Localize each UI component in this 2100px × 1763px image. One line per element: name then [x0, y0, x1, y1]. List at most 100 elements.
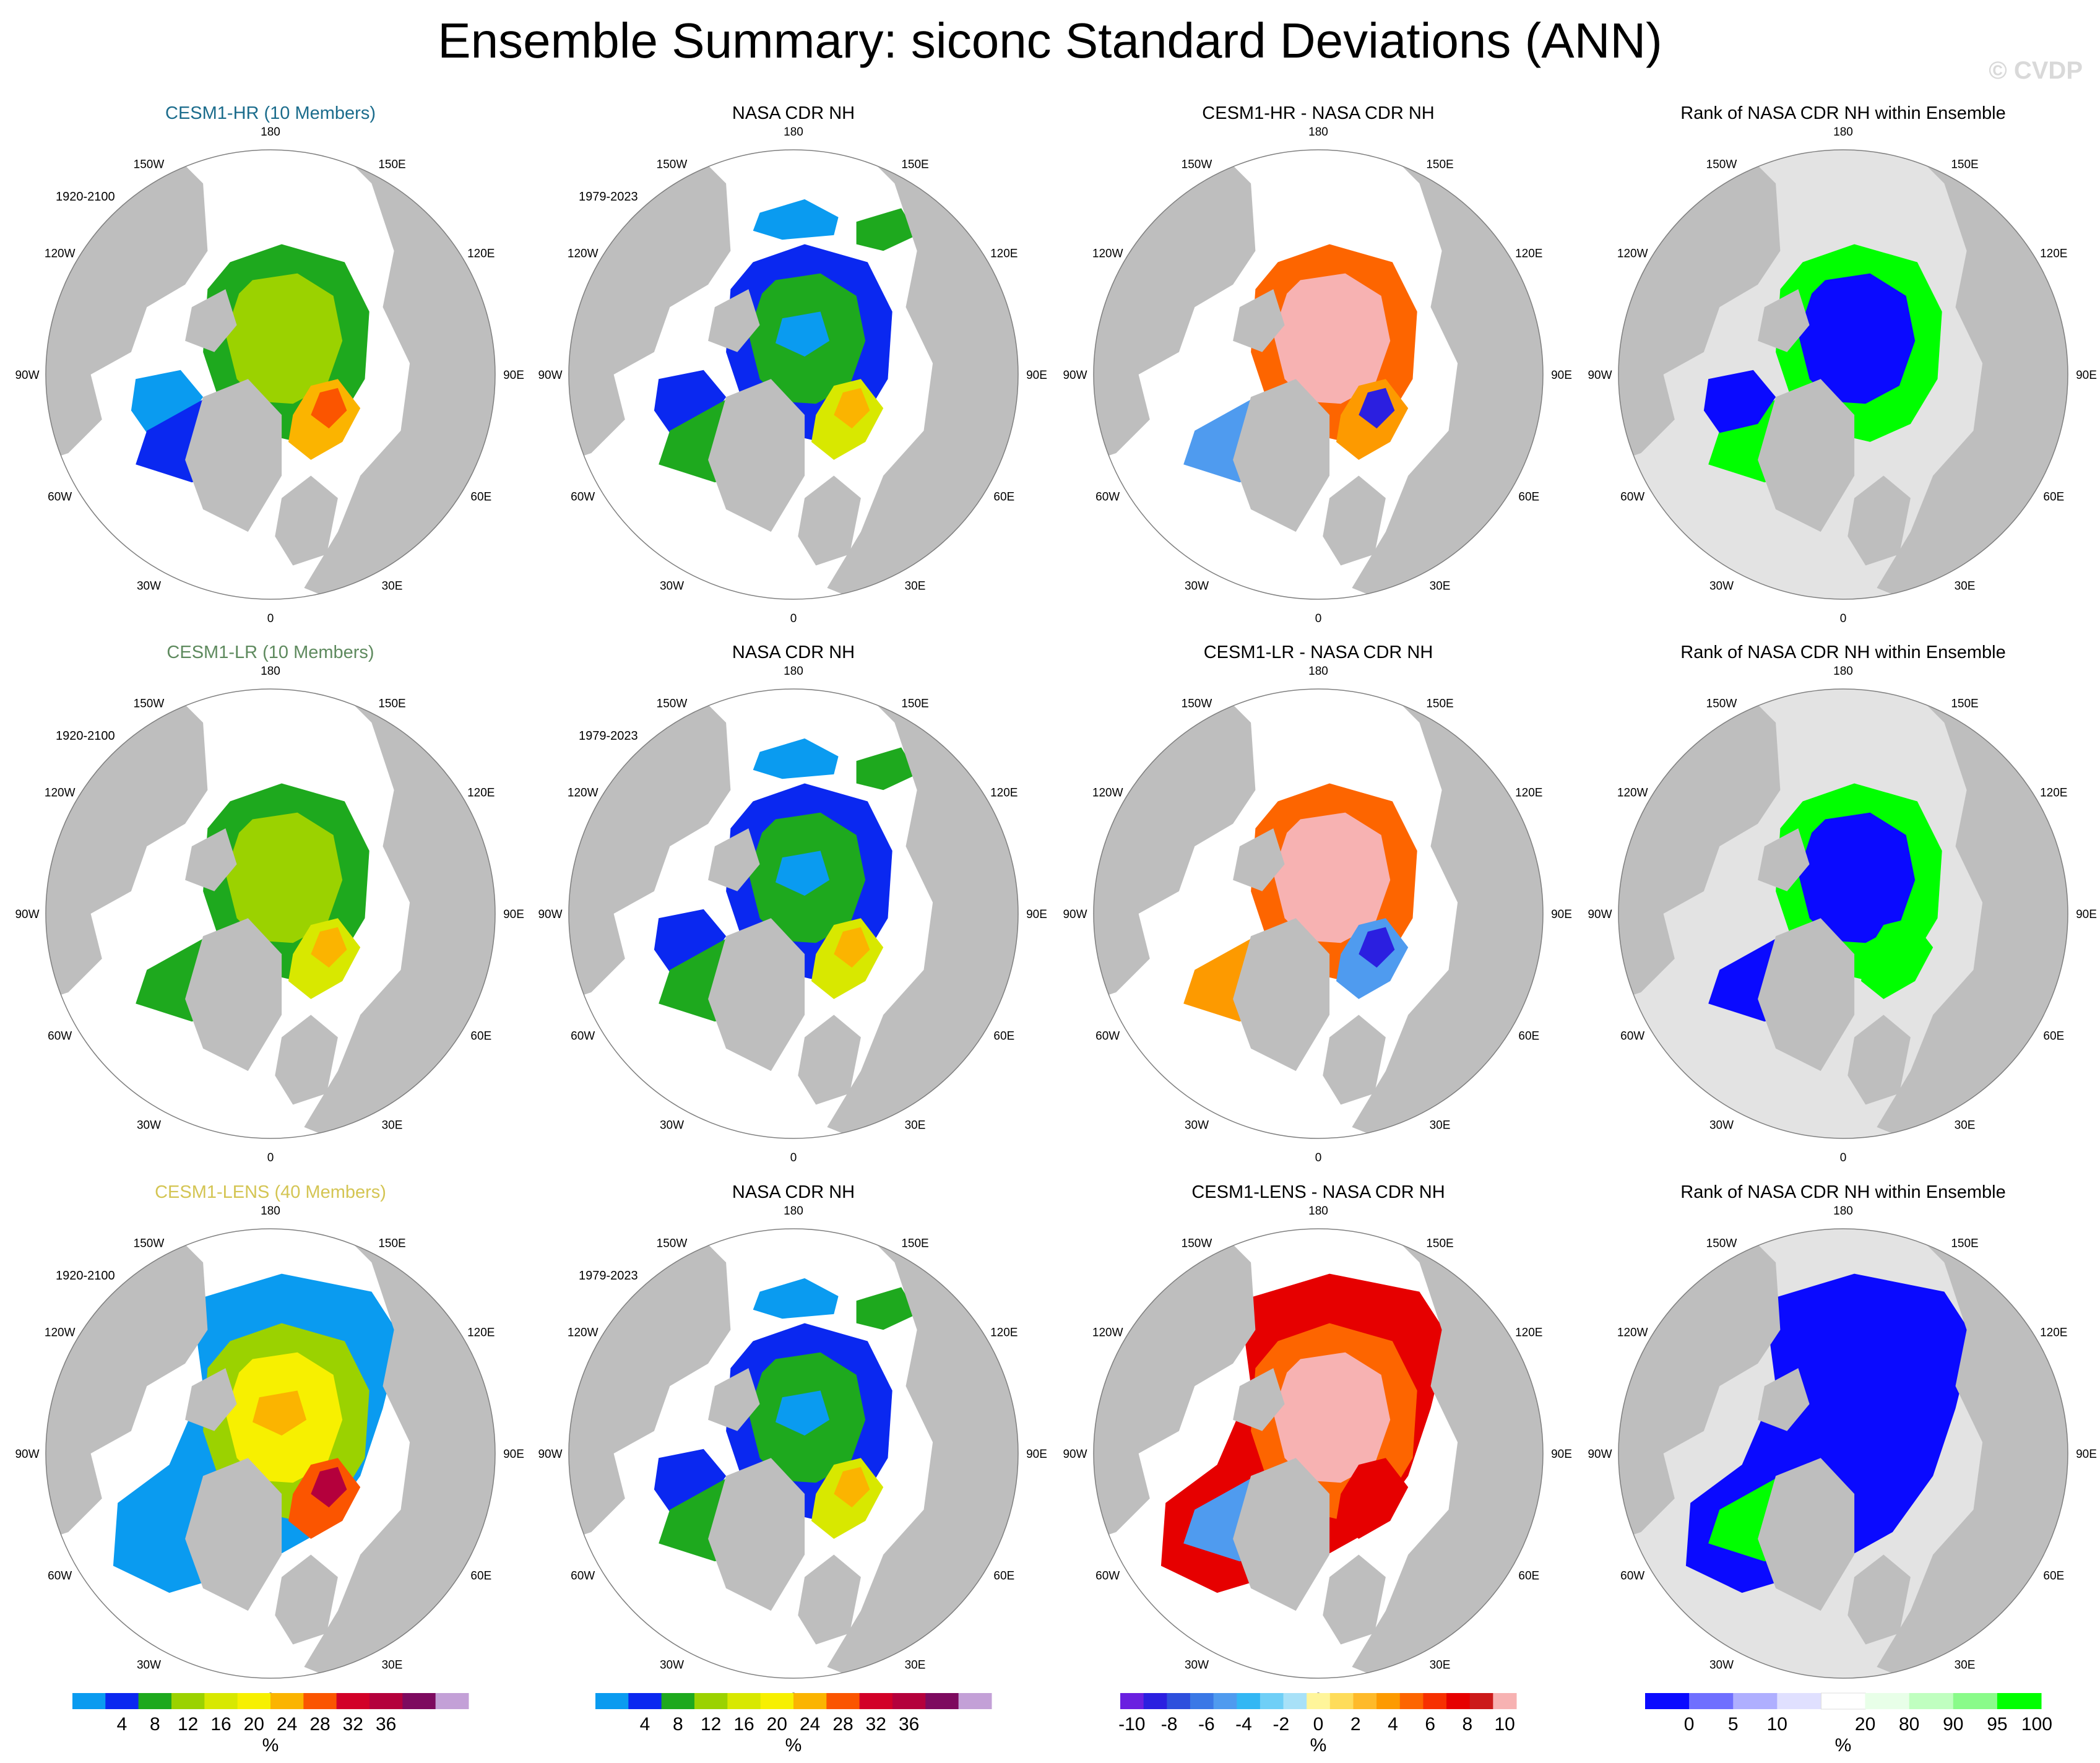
- longitude-label: 150W: [1182, 158, 1212, 171]
- colorbar-diff: -10 -8 -6 -4 -2 0 2 4 6 8 10%: [1118, 1693, 1517, 1756]
- longitude-label: 60E: [1518, 1570, 1539, 1583]
- longitude-label: 30E: [1955, 1658, 1976, 1671]
- colorbar-unit: %: [1310, 1735, 1327, 1756]
- longitude-label: 60E: [993, 1030, 1014, 1043]
- sea-ice-field-region: [1273, 812, 1391, 943]
- longitude-label: 180: [261, 1205, 280, 1218]
- colorbar-swatch: [1865, 1693, 1910, 1709]
- longitude-label: 60E: [993, 1570, 1014, 1583]
- panel-title: CESM1-LENS (40 Members): [155, 1182, 386, 1202]
- panel-title: NASA CDR NH: [732, 1182, 855, 1202]
- longitude-label: 90W: [15, 908, 39, 921]
- colorbar-tick-label: 32: [343, 1714, 363, 1735]
- colorbar-tick-label: 16: [733, 1714, 754, 1735]
- colorbar-tick-label: 20: [767, 1714, 787, 1735]
- polar-stereographic-map: 180150E120E90E60E30E030W60W90W120W150W19…: [538, 1205, 1047, 1704]
- panel-title: CESM1-HR (10 Members): [165, 103, 376, 123]
- longitude-label: 120W: [1617, 248, 1648, 261]
- longitude-label: 120E: [1515, 1327, 1542, 1340]
- sea-ice-field-region: [1798, 812, 1916, 943]
- sea-ice-field-region: [834, 1466, 870, 1508]
- longitude-label: 90E: [1026, 1448, 1047, 1461]
- longitude-label: 0: [1315, 612, 1322, 625]
- colorbar-swatch: [925, 1693, 959, 1709]
- longitude-label: 60E: [993, 491, 1014, 504]
- longitude-label: 60W: [1620, 1570, 1644, 1583]
- longitude-label: 180: [1308, 1205, 1328, 1218]
- longitude-label: 150W: [1706, 698, 1737, 711]
- colorbar-swatch: [138, 1693, 172, 1709]
- land-mass-eurasia: [304, 1229, 495, 1678]
- longitude-label: 120E: [990, 787, 1018, 800]
- longitude-label: 30W: [137, 1119, 161, 1132]
- land-mass-eurasia: [1352, 689, 1543, 1138]
- land-mass-scandinavia: [275, 1015, 338, 1105]
- longitude-label: 30E: [905, 1119, 926, 1132]
- colorbar-tick-label: 16: [210, 1714, 231, 1735]
- longitude-label: 180: [261, 665, 280, 678]
- sea-ice-field-region: [753, 1278, 839, 1319]
- sea-ice-field-region: [776, 311, 830, 357]
- longitude-label: 60W: [1095, 1030, 1120, 1043]
- colorbar-swatch: [958, 1693, 992, 1709]
- colorbar-tick-label: 36: [376, 1714, 396, 1735]
- sea-ice-field-region: [776, 1390, 830, 1436]
- longitude-label: 120E: [990, 1327, 1018, 1340]
- sea-ice-field-region: [753, 199, 839, 240]
- colorbar-swatch: [1376, 1693, 1401, 1709]
- longitude-label: 150E: [378, 158, 405, 171]
- colorbar-tick-label: 0: [1313, 1714, 1324, 1735]
- sea-ice-field-region: [1359, 927, 1395, 968]
- land-mass-scandinavia: [275, 1554, 338, 1645]
- longitude-label: 30E: [382, 1658, 403, 1671]
- panel-title: Rank of NASA CDR NH within Ensemble: [1680, 1182, 2006, 1202]
- longitude-label: 120W: [45, 1327, 76, 1340]
- land-mass-archipelago: [185, 1368, 237, 1431]
- longitude-label: 60E: [470, 491, 491, 504]
- land-mass-archipelago: [185, 289, 237, 352]
- longitude-label: 60E: [470, 1030, 491, 1043]
- longitude-label: 0: [267, 1151, 274, 1164]
- colorbar-swatch: [105, 1693, 139, 1709]
- longitude-label: 90W: [1063, 369, 1087, 382]
- longitude-label: 120W: [1617, 1327, 1648, 1340]
- land-mass-greenland: [185, 379, 282, 532]
- longitude-label: 60W: [1620, 1030, 1644, 1043]
- land-mass-archipelago: [708, 289, 760, 352]
- longitude-label: 150W: [657, 1237, 688, 1250]
- sea-ice-field-region: [856, 1287, 917, 1330]
- longitude-label: 60W: [1620, 491, 1644, 504]
- longitude-label: 0: [1840, 1151, 1847, 1164]
- longitude-label: 120W: [1092, 248, 1123, 261]
- longitude-label: 90W: [15, 369, 39, 382]
- land-mass-archipelago: [1758, 828, 1810, 891]
- land-mass-eurasia: [827, 689, 1018, 1138]
- colorbar-swatch: [694, 1693, 728, 1709]
- sea-ice-field-region: [856, 747, 917, 791]
- colorbar-tick-label: 100: [2021, 1714, 2052, 1735]
- colorbar-swatch: [171, 1693, 205, 1709]
- longitude-label: 180: [784, 665, 803, 678]
- longitude-label: 120W: [45, 248, 76, 261]
- sea-ice-field-region: [225, 812, 343, 943]
- longitude-label: 90W: [1063, 1448, 1087, 1461]
- sea-ice-field-region: [776, 851, 830, 896]
- colorbar-swatch: [1733, 1693, 1778, 1709]
- polar-stereographic-map: 180150E120E90E60E30E030W60W90W120W150W19…: [15, 665, 524, 1164]
- map-boundary-circle: [1618, 149, 2068, 600]
- sea-ice-field-region: [1273, 1352, 1391, 1483]
- map-boundary-circle: [1618, 688, 2068, 1139]
- longitude-label: 120W: [568, 248, 598, 261]
- longitude-label: 60E: [1518, 491, 1539, 504]
- sea-ice-field-region: [1798, 273, 1916, 404]
- longitude-label: 180: [1308, 126, 1328, 139]
- map-boundary-circle: [1093, 688, 1544, 1139]
- colorbar-unit: %: [785, 1735, 802, 1756]
- colorbar-swatch: [1909, 1693, 1954, 1709]
- longitude-label: 30E: [1430, 1119, 1451, 1132]
- colorbar-tick-label: 6: [1425, 1714, 1435, 1735]
- longitude-label: 30W: [660, 1119, 684, 1132]
- colorbar-swatch: [1329, 1693, 1354, 1709]
- longitude-label: 60E: [1518, 1030, 1539, 1043]
- panel-title: CESM1-HR - NASA CDR NH: [1202, 103, 1435, 123]
